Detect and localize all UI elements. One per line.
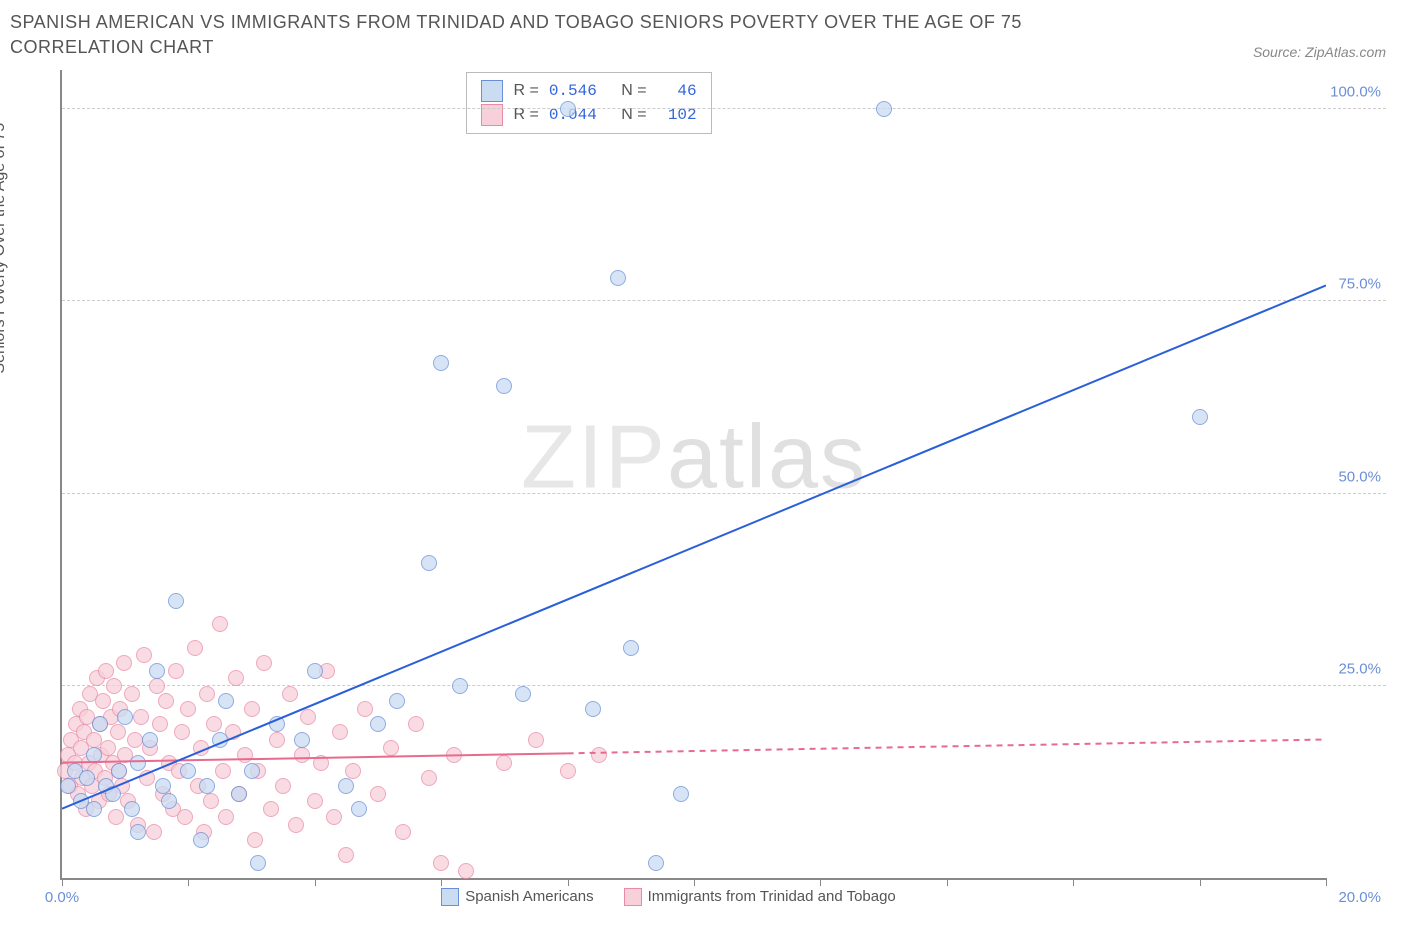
trendline <box>62 754 568 763</box>
series-legend: Spanish Americans Immigrants from Trinid… <box>441 888 896 906</box>
y-axis-label: Seniors Poverty Over the Age of 75 <box>0 123 9 374</box>
trendline <box>568 740 1326 754</box>
x-tick <box>1200 878 1201 886</box>
trendline-layer <box>62 70 1326 878</box>
x-tick <box>1326 878 1327 886</box>
y-tick-label: 50.0% <box>1338 468 1381 485</box>
x-tick-label: 0.0% <box>45 889 79 906</box>
source-attribution: Source: ZipAtlas.com <box>1253 44 1386 60</box>
chart-title: SPANISH AMERICAN VS IMMIGRANTS FROM TRIN… <box>10 10 1110 60</box>
plot-region: ZIPatlas R = 0.546 N = 46 R = 0.044 N = … <box>60 70 1326 880</box>
x-tick <box>315 878 316 886</box>
chart-area: Seniors Poverty Over the Age of 75 ZIPat… <box>10 70 1386 910</box>
x-tick <box>62 878 63 886</box>
x-tick <box>947 878 948 886</box>
series-b-name: Immigrants from Trinidad and Tobago <box>648 888 896 905</box>
swatch-series-a <box>441 888 459 906</box>
y-tick-label: 25.0% <box>1338 661 1381 678</box>
x-tick <box>568 878 569 886</box>
x-tick <box>1073 878 1074 886</box>
y-tick-label: 100.0% <box>1330 83 1381 100</box>
swatch-series-b <box>624 888 642 906</box>
series-a-name: Spanish Americans <box>465 888 593 905</box>
legend-item-b: Immigrants from Trinidad and Tobago <box>624 888 896 906</box>
trendline <box>62 286 1326 809</box>
x-tick <box>441 878 442 886</box>
x-tick <box>820 878 821 886</box>
y-tick-label: 75.0% <box>1338 276 1381 293</box>
x-tick <box>188 878 189 886</box>
x-tick <box>694 878 695 886</box>
x-tick-label: 20.0% <box>1338 889 1381 906</box>
legend-item-a: Spanish Americans <box>441 888 593 906</box>
